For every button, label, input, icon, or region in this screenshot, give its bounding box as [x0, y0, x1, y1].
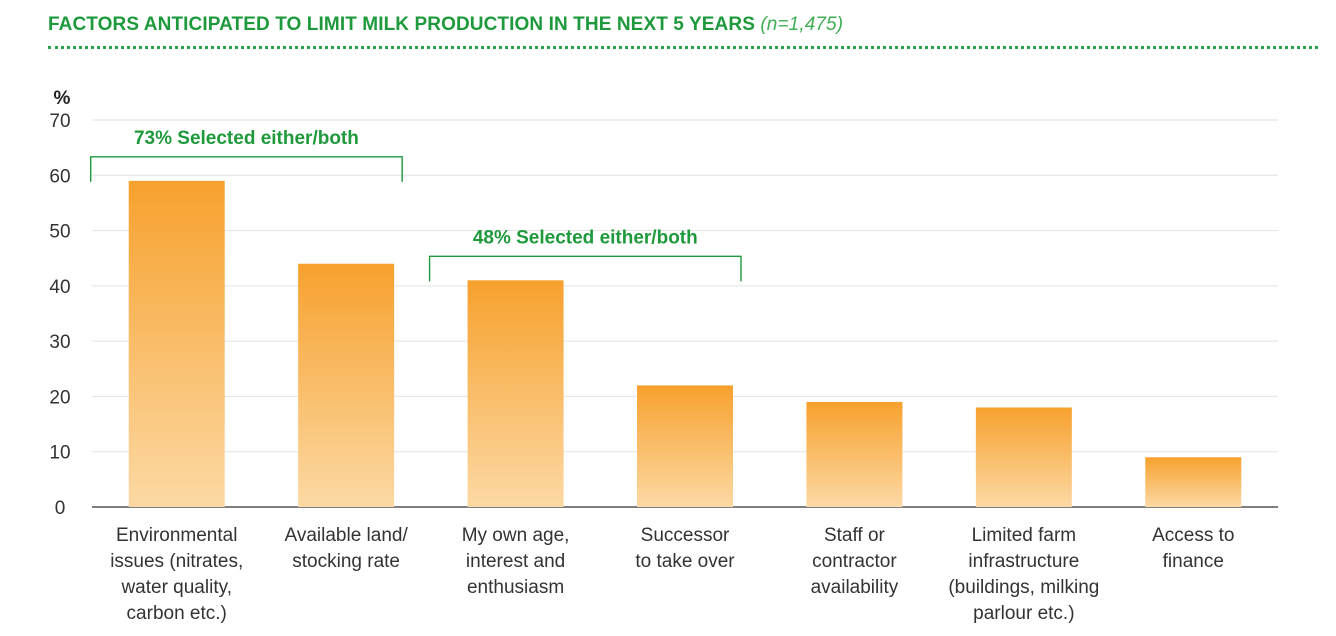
annotation-label: 48% Selected either/both — [473, 227, 698, 248]
x-category-label: Successor to take over — [635, 525, 735, 572]
y-tick-label: 40 — [49, 277, 70, 298]
annotation-bracket — [90, 156, 403, 182]
x-category-label: Access to finance — [1152, 525, 1234, 572]
title-divider — [48, 46, 1318, 49]
annotations: 73% Selected either/both 48% Selected eit… — [90, 128, 742, 282]
bar — [975, 407, 1072, 507]
y-axis: 0 10 20 30 40 50 60 70% — [49, 88, 70, 519]
bar — [467, 280, 564, 507]
x-category-label: Limited farm infrastructure (buildings, mi… — [948, 525, 1099, 624]
y-tick-label: 30 — [49, 332, 70, 353]
bar — [298, 263, 395, 507]
bar — [128, 180, 225, 508]
y-tick-label: 70 — [49, 111, 70, 132]
chart-title: FACTORS ANTICIPATED TO LIMIT MILK PRODUC… — [48, 14, 843, 36]
y-tick-label: 50 — [49, 222, 70, 243]
category-labels: Environmental issues (nitrates, water qual… — [110, 525, 1234, 624]
x-category-label: Available land/stocking rate — [285, 525, 409, 572]
x-category-label: My own age, interest and enthusiasm — [462, 525, 570, 598]
annotation-label: 73% Selected either/both — [134, 128, 359, 149]
x-category-label: Environmental issues (nitrates, water qual… — [110, 525, 243, 624]
bar — [806, 401, 903, 507]
bars — [128, 180, 1242, 508]
y-tick-label: 20 — [49, 387, 70, 408]
bar — [637, 385, 733, 507]
x-category-label: Staff or contractor availability — [811, 525, 899, 598]
sample-size: (n=1,475) — [760, 14, 844, 35]
y-tick-label: 0 — [55, 498, 66, 519]
y-axis-unit: % — [54, 88, 71, 109]
annotation-bracket — [428, 255, 742, 282]
bar — [1145, 457, 1242, 507]
y-tick-label: 60 — [49, 166, 70, 187]
y-tick-label: 10 — [49, 443, 70, 464]
chart-title-text: FACTORS ANTICIPATED TO LIMIT MILK PRODUC… — [48, 14, 755, 35]
